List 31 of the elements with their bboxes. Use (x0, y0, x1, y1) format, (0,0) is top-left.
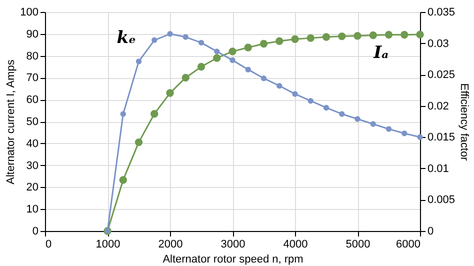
y-tick-label: 40 (26, 138, 38, 150)
y-tick-label: 90 (26, 28, 38, 40)
y2-tick-label: 0.03 (428, 38, 449, 50)
y-tick-label: 0 (32, 226, 38, 238)
series-label: Iₐ (372, 43, 389, 64)
x-tick-label: 6000 (396, 238, 420, 250)
x-axis-title: Alternator rotor speed n, rpm (162, 254, 304, 266)
x-tick-label: 1000 (96, 238, 120, 250)
y2-tick-label: 0.025 (428, 69, 456, 82)
y2-tick-label: 0.015 (428, 132, 456, 144)
x-tick-label: 2000 (158, 238, 183, 250)
x-tick-label: 5000 (346, 238, 370, 250)
x-tick-label: 0 (46, 238, 52, 250)
y-tick-label: 100 (20, 6, 38, 18)
y-tick-label: 20 (26, 182, 38, 194)
y2-tick-label: 0 (428, 226, 434, 238)
y-tick-label: 50 (26, 116, 38, 128)
y-tick-label: 10 (26, 204, 38, 216)
series-label: kₑ (116, 28, 136, 48)
y-axis-title: Alternator current I, Amps (5, 59, 18, 184)
y2-tick-label: 0.01 (428, 162, 449, 175)
x-tick-label: 4000 (283, 238, 308, 250)
y2-axis-title: Efficiency factor (458, 83, 470, 162)
y2-tick-label: 0.035 (428, 6, 456, 18)
y2-tick-label: 0.02 (428, 100, 449, 112)
x-tick-label: 3000 (220, 238, 246, 250)
y2-tick-label: 0.005 (428, 194, 456, 206)
y-tick-label: 70 (26, 72, 38, 84)
y-tick-label: 60 (26, 94, 38, 106)
y-tick-label: 30 (26, 160, 38, 172)
y-tick-label: 80 (26, 50, 38, 62)
